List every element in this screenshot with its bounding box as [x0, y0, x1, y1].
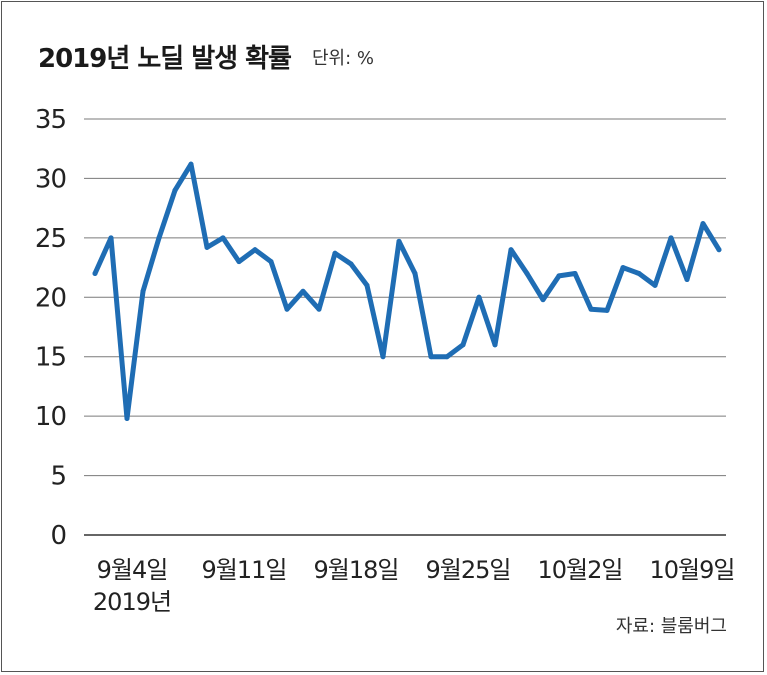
- data-point: [508, 247, 514, 253]
- y-tick-label: 30: [35, 164, 66, 194]
- data-point: [412, 271, 418, 277]
- data-point: [204, 244, 210, 250]
- data-point: [684, 276, 690, 282]
- y-tick-label: 25: [35, 224, 66, 254]
- data-point: [652, 282, 658, 288]
- data-point: [524, 271, 530, 277]
- x-tick-label: 10월2일: [538, 556, 623, 584]
- data-point: [492, 342, 498, 348]
- data-point: [444, 354, 450, 360]
- x-tick-label: 9월25일: [426, 556, 511, 584]
- data-point: [332, 250, 338, 256]
- data-point: [188, 161, 194, 167]
- unit-label: 단위: %: [312, 48, 375, 69]
- data-point: [156, 235, 162, 241]
- data-point: [124, 416, 130, 422]
- data-point: [476, 294, 482, 300]
- x-tick-label: 9월18일: [314, 556, 399, 584]
- data-point: [172, 187, 178, 193]
- data-point: [588, 306, 594, 312]
- grid-lines: [84, 118, 726, 536]
- data-point: [284, 306, 290, 312]
- x-tick-label: 10월9일: [650, 556, 735, 584]
- chart-title: 2019년 노딜 발생 확률: [38, 44, 292, 74]
- data-point: [348, 261, 354, 267]
- data-point: [620, 265, 626, 271]
- data-point: [540, 297, 546, 303]
- data-point: [108, 235, 114, 241]
- y-tick-label: 5: [50, 462, 66, 492]
- y-tick-label: 15: [35, 343, 66, 373]
- data-point: [604, 307, 610, 313]
- x-tick-label: 9월4일: [97, 556, 168, 584]
- data-point: [300, 288, 306, 294]
- data-point: [668, 235, 674, 241]
- y-tick-label: 10: [35, 402, 66, 432]
- series-layer: [92, 161, 722, 422]
- y-axis-ticks: 0 5 10 15 20 25 30 35: [35, 105, 67, 551]
- data-point: [396, 238, 402, 244]
- x-tick-label: 9월11일: [202, 556, 287, 584]
- data-point: [220, 235, 226, 241]
- data-point: [140, 288, 146, 294]
- series-line: [92, 161, 722, 421]
- data-point: [460, 342, 466, 348]
- data-point: [556, 273, 562, 279]
- source-label: 자료: 블룸버그: [615, 616, 727, 637]
- data-point: [252, 247, 258, 253]
- y-tick-label: 0: [50, 521, 66, 551]
- data-point: [572, 271, 578, 277]
- data-point: [636, 271, 642, 277]
- data-point: [316, 306, 322, 312]
- data-point: [268, 259, 274, 265]
- data-point: [236, 259, 242, 265]
- data-point: [92, 271, 98, 277]
- data-point: [700, 221, 706, 227]
- data-point: [716, 247, 722, 253]
- y-tick-label: 20: [35, 283, 66, 313]
- data-point: [428, 354, 434, 360]
- data-point: [380, 354, 386, 360]
- x-tick-sublabel: 2019년: [93, 588, 171, 616]
- x-axis-ticks: 9월4일 2019년 9월11일 9월18일 9월25일 10월2일 10월9일: [93, 556, 736, 616]
- y-tick-label: 35: [35, 105, 66, 135]
- data-point: [364, 282, 370, 288]
